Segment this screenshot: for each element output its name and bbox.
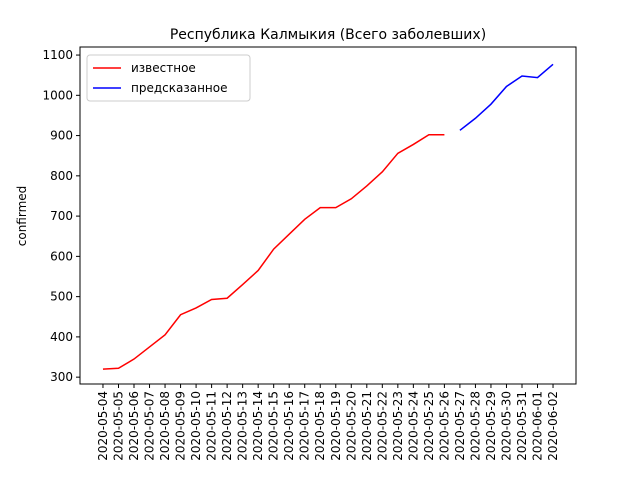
y-tick-label: 1000 <box>42 88 73 102</box>
x-tick-label: 2020-06-01 <box>531 391 545 461</box>
legend-label: известное <box>131 61 196 75</box>
x-tick-label: 2020-05-24 <box>406 391 420 461</box>
x-tick-label: 2020-05-23 <box>391 391 405 461</box>
x-tick-label: 2020-05-08 <box>158 391 172 461</box>
x-tick-label: 2020-05-12 <box>220 391 234 461</box>
legend-box <box>86 54 251 102</box>
x-tick-label: 2020-05-09 <box>174 391 188 461</box>
x-tick-label: 2020-05-10 <box>189 391 203 461</box>
y-axis-label: confirmed <box>15 186 29 247</box>
y-tick-label: 900 <box>50 129 73 143</box>
x-tick-label: 2020-05-04 <box>96 391 110 461</box>
x-tick-label: 2020-05-18 <box>313 391 327 461</box>
x-tick-label: 2020-05-26 <box>437 391 451 461</box>
x-tick-label: 2020-05-16 <box>282 391 296 461</box>
x-tick-label: 2020-05-28 <box>468 391 482 461</box>
y-tick-label: 700 <box>50 209 73 223</box>
x-tick-label: 2020-05-20 <box>344 391 358 461</box>
x-tick-label: 2020-05-27 <box>453 391 467 461</box>
x-tick-label: 2020-05-22 <box>375 391 389 461</box>
x-tick-label: 2020-05-25 <box>422 391 436 461</box>
line-series <box>102 134 445 370</box>
x-tick-label: 2020-05-17 <box>298 391 312 461</box>
x-tick-label: 2020-05-31 <box>515 391 529 461</box>
y-tick-label: 500 <box>50 290 73 304</box>
x-tick-label: 2020-05-11 <box>205 391 219 461</box>
x-tick-label: 2020-05-19 <box>329 391 343 461</box>
x-tick-label: 2020-05-05 <box>111 391 125 461</box>
x-tick-label: 2020-05-14 <box>251 391 265 461</box>
y-tick-label: 400 <box>50 330 73 344</box>
y-tick-label: 800 <box>50 169 73 183</box>
y-tick-label: 600 <box>50 249 73 263</box>
x-tick-label: 2020-05-29 <box>484 391 498 461</box>
x-tick-label: 2020-05-06 <box>127 391 141 461</box>
line-series <box>459 63 554 131</box>
x-tick-label: 2020-05-21 <box>360 391 374 461</box>
y-tick-label: 300 <box>50 370 73 384</box>
x-tick-label: 2020-05-30 <box>499 391 513 461</box>
chart-title: Республика Калмыкия (Всего заболевших) <box>170 27 486 43</box>
x-tick-label: 2020-05-15 <box>267 391 281 461</box>
plot-frame <box>79 46 577 385</box>
y-tick-label: 1100 <box>42 48 73 62</box>
x-tick-label: 2020-05-07 <box>143 391 157 461</box>
legend-label: предсказанное <box>131 81 228 95</box>
x-tick-label: 2020-05-13 <box>236 391 250 461</box>
x-tick-label: 2020-06-02 <box>546 391 560 461</box>
